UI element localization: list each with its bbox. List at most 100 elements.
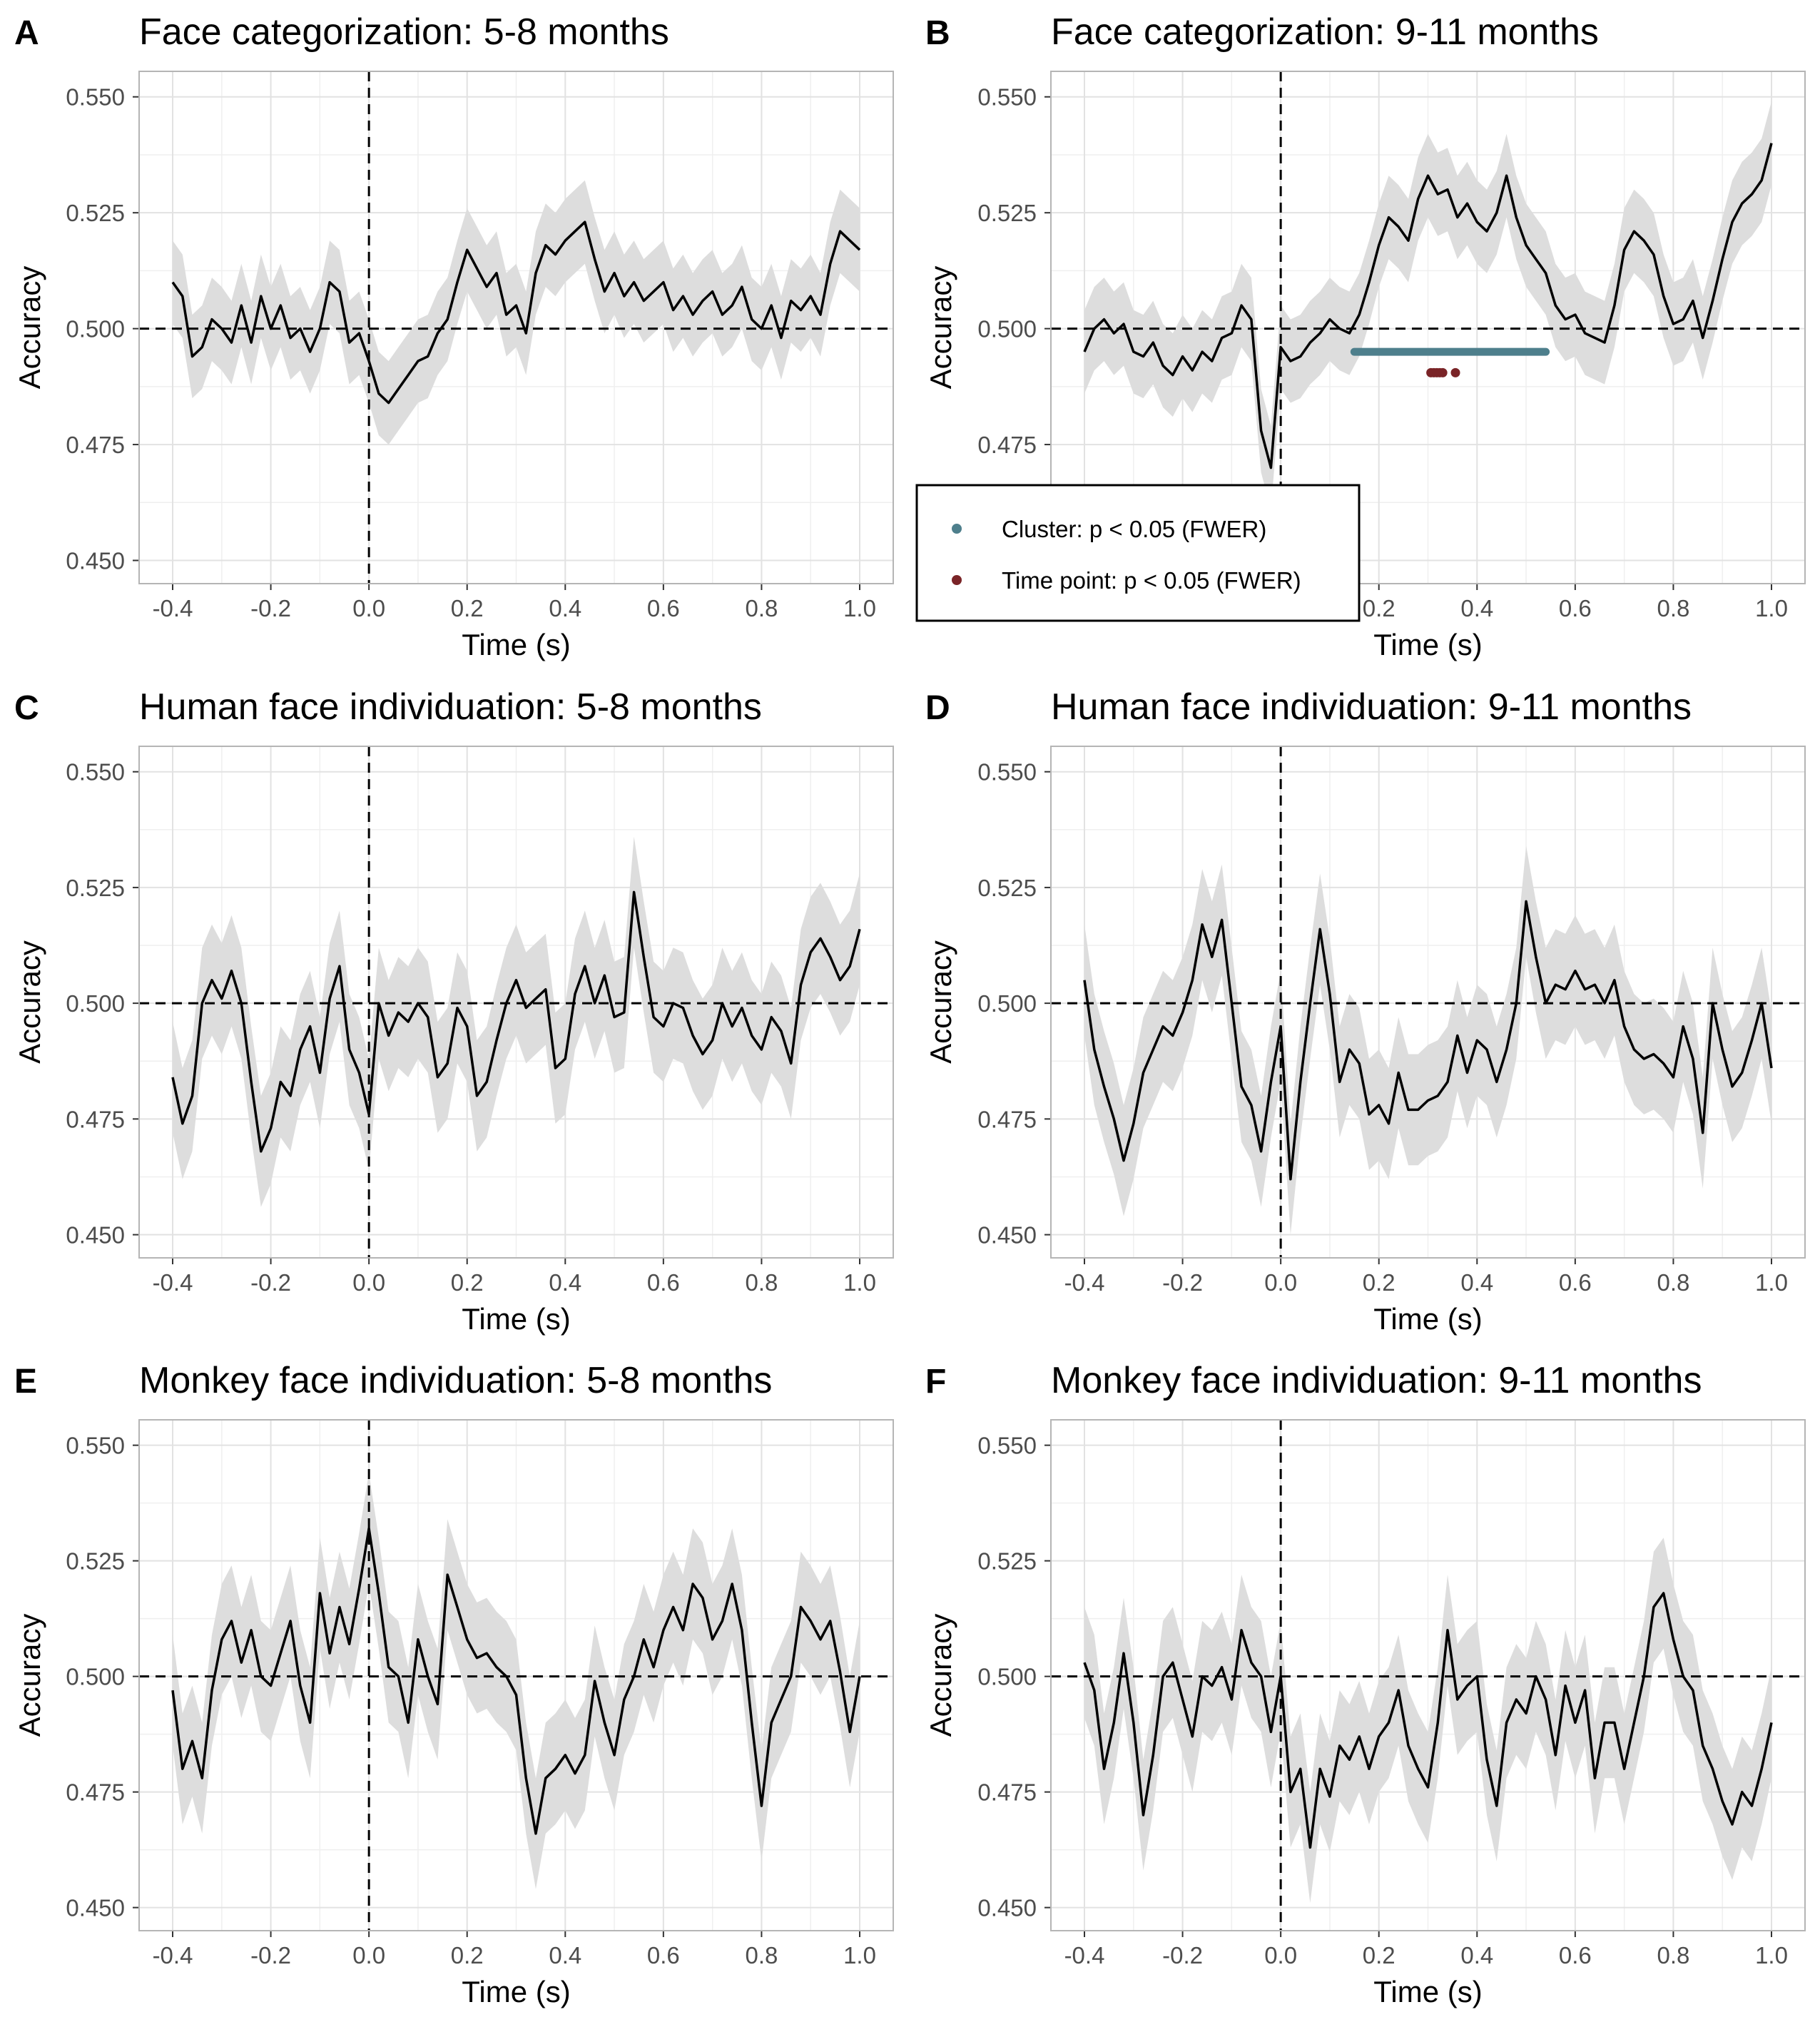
accuracy-line <box>1083 900 1773 1181</box>
panel-c: C Human face individuation: 5-8 months -0.… <box>13 686 894 1336</box>
x-tick-label: 0.2 <box>1363 595 1395 621</box>
x-tick-label: -0.4 <box>153 1269 193 1296</box>
panel-title: Monkey face individuation: 5-8 months <box>139 1360 772 1401</box>
panel-title: Face categorization: 9-11 months <box>1051 11 1599 53</box>
confidence-ribbon <box>173 180 860 445</box>
panel-border <box>138 1419 894 1931</box>
y-axis-title: Accuracy <box>924 940 957 1064</box>
x-tick-label: 0.6 <box>1559 595 1592 621</box>
y-tick-label: 0.500 <box>977 990 1037 1017</box>
x-axis-title: Time (s) <box>1373 1975 1482 2008</box>
x-tick-label: 0.8 <box>745 595 778 621</box>
panel-title: Monkey face individuation: 9-11 months <box>1051 1360 1702 1401</box>
x-tick-label: 0.4 <box>549 1269 581 1296</box>
y-tick-label: 0.500 <box>977 316 1037 342</box>
x-tick-label: 0.8 <box>1657 595 1689 621</box>
panel-border <box>138 71 894 584</box>
x-tick-label: -0.4 <box>153 1942 193 1968</box>
panel-e: E Monkey face individuation: 5-8 months -0… <box>13 1360 894 2008</box>
y-tick-label: 0.450 <box>977 1222 1037 1249</box>
x-tick-label: -0.4 <box>153 595 193 621</box>
x-tick-label: 0.6 <box>1559 1269 1592 1296</box>
x-tick-label: 0.8 <box>1657 1942 1689 1968</box>
panel-border <box>1050 1419 1806 1931</box>
y-tick-label: 0.550 <box>977 84 1037 111</box>
panel-d: D Human face individuation: 9-11 months -0… <box>924 686 1806 1336</box>
x-tick-label: -0.2 <box>250 1942 291 1968</box>
x-tick-label: -0.4 <box>1064 1269 1105 1296</box>
y-axis-title: Accuracy <box>13 1614 46 1737</box>
time-point-dot <box>1450 367 1460 377</box>
x-tick-label: 0.4 <box>1460 1269 1493 1296</box>
panel-f: F Monkey face individuation: 9-11 months -… <box>924 1360 1806 2008</box>
x-tick-label: 1.0 <box>1755 1942 1788 1968</box>
x-tick-label: 0.6 <box>1559 1942 1592 1968</box>
y-tick-label: 0.500 <box>66 316 125 342</box>
y-tick-label: 0.525 <box>66 1548 125 1575</box>
x-tick-label: 0.4 <box>1460 595 1493 621</box>
x-tick-label: 1.0 <box>843 595 876 621</box>
y-tick-label: 0.525 <box>977 875 1037 901</box>
x-tick-label: -0.2 <box>1162 1942 1203 1968</box>
panel-title: Human face individuation: 9-11 months <box>1051 686 1692 728</box>
panel-letter: D <box>925 689 950 727</box>
time-point-dot <box>1438 367 1448 377</box>
accuracy-line <box>171 220 861 405</box>
x-tick-label: 0.6 <box>647 1269 680 1296</box>
y-tick-label: 0.475 <box>66 1106 125 1132</box>
x-tick-label: 1.0 <box>1755 595 1788 621</box>
y-tick-label: 0.450 <box>977 1895 1037 1921</box>
y-axis-title: Accuracy <box>13 266 46 390</box>
x-tick-label: 1.0 <box>843 1269 876 1296</box>
x-axis-title: Time (s) <box>462 1302 570 1336</box>
x-tick-label: 0.2 <box>451 595 484 621</box>
panel-border <box>1050 746 1806 1259</box>
x-tick-label: 0.0 <box>1264 1269 1297 1296</box>
x-tick-label: -0.2 <box>250 1269 291 1296</box>
x-tick-label: 0.0 <box>1264 1942 1297 1968</box>
x-tick-label: -0.4 <box>1064 1942 1105 1968</box>
legend-item-label: Cluster: p < 0.05 (FWER) <box>1002 516 1266 542</box>
y-tick-label: 0.500 <box>66 1664 125 1690</box>
x-tick-label: 0.8 <box>1657 1269 1689 1296</box>
legend-box: Cluster: p < 0.05 (FWER) Time point: p < … <box>915 484 1361 622</box>
y-tick-label: 0.525 <box>66 875 125 901</box>
panel-letter: A <box>14 14 39 52</box>
x-tick-label: 0.4 <box>1460 1942 1493 1968</box>
y-axis-title: Accuracy <box>924 1614 957 1737</box>
confidence-ribbon <box>173 1473 860 1889</box>
y-tick-label: 0.550 <box>66 1433 125 1459</box>
x-axis-title: Time (s) <box>462 1975 570 2008</box>
y-tick-label: 0.550 <box>977 1433 1037 1459</box>
panel-a: A Face categorization: 5-8 months -0.4 -0.2… <box>13 11 894 661</box>
y-tick-label: 0.525 <box>977 200 1037 226</box>
x-tick-label: 0.2 <box>1363 1942 1395 1968</box>
x-tick-label: 0.4 <box>549 1942 581 1968</box>
confidence-ribbon <box>1084 845 1771 1235</box>
legend-frame <box>915 484 1361 622</box>
y-tick-label: 0.450 <box>66 1222 125 1249</box>
panel-letter: C <box>14 689 39 727</box>
y-tick-label: 0.550 <box>977 759 1037 786</box>
accuracy-line <box>1083 143 1773 469</box>
y-axis-title: Accuracy <box>924 266 957 390</box>
panel-letter: F <box>925 1363 946 1401</box>
y-tick-label: 0.450 <box>66 548 125 574</box>
x-tick-label: 1.0 <box>1755 1269 1788 1296</box>
panel-title: Face categorization: 5-8 months <box>139 11 669 53</box>
y-tick-label: 0.550 <box>66 759 125 786</box>
x-tick-label: 1.0 <box>843 1942 876 1968</box>
x-tick-label: 0.4 <box>549 595 581 621</box>
panel-letter: E <box>14 1363 37 1401</box>
y-tick-label: 0.550 <box>66 84 125 111</box>
x-axis-title: Time (s) <box>462 628 570 661</box>
confidence-ribbon <box>1084 101 1771 509</box>
x-tick-label: 0.0 <box>352 595 385 621</box>
accuracy-line <box>171 1527 861 1835</box>
y-axis-title: Accuracy <box>13 940 46 1064</box>
x-axis-title: Time (s) <box>1373 1302 1482 1336</box>
y-tick-label: 0.450 <box>66 1895 125 1921</box>
y-tick-label: 0.475 <box>66 432 125 458</box>
accuracy-line <box>1083 1592 1773 1849</box>
